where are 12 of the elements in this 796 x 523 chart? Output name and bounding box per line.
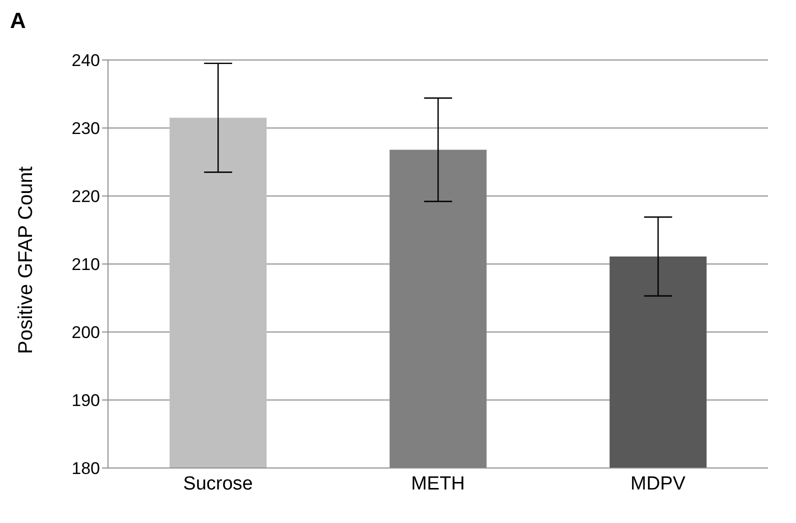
text: A — [10, 8, 26, 34]
y-tick-label: 200 — [72, 323, 100, 342]
x-tick-label: METH — [411, 473, 465, 494]
y-tick-label: 240 — [72, 51, 100, 70]
y-tick-label: 190 — [72, 391, 100, 410]
y-tick-label: 220 — [72, 187, 100, 206]
y-tick-label: 210 — [72, 255, 100, 274]
x-tick-label: MDPV — [630, 473, 686, 494]
y-axis-title: Positive GFAP Count — [15, 166, 38, 354]
y-tick-label: 230 — [72, 119, 100, 138]
x-tick-label: Sucrose — [183, 473, 253, 494]
y-tick-label: 180 — [72, 459, 100, 478]
